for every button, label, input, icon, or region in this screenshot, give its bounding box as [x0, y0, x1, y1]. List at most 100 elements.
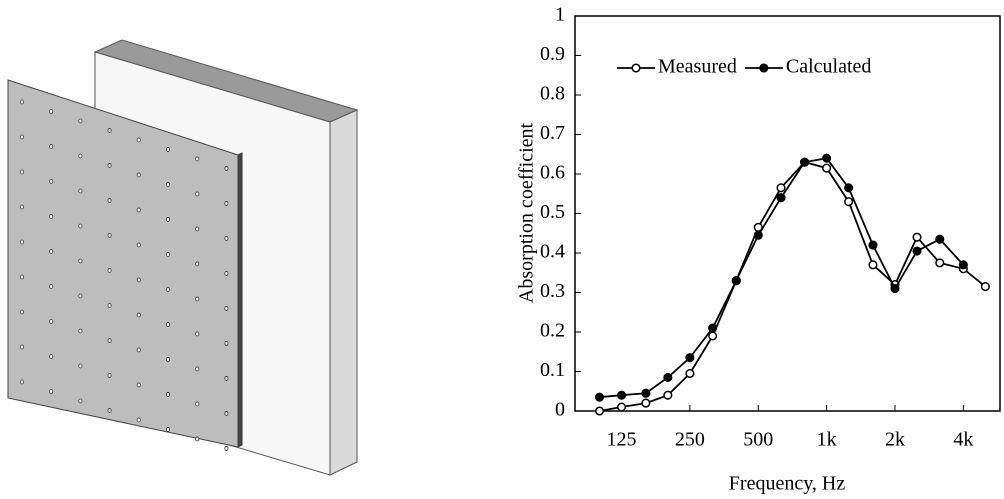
- perforation: [78, 258, 83, 264]
- data-point: [641, 398, 651, 408]
- data-point: [868, 260, 878, 270]
- legend-label: Calculated: [786, 56, 872, 78]
- data-point: [912, 232, 922, 242]
- perforation: [165, 252, 170, 257]
- perforation: [49, 389, 54, 394]
- perforation: [78, 223, 83, 229]
- panel-edge: [237, 152, 243, 448]
- y-tick-label: 0.1: [540, 359, 565, 381]
- perforation: [78, 153, 83, 159]
- perforations: [19, 99, 229, 451]
- perforation: [165, 322, 170, 327]
- series-line: [599, 161, 986, 412]
- data-point: [822, 153, 832, 163]
- data-point: [731, 276, 741, 286]
- data-point: [800, 157, 810, 167]
- perforation: [224, 411, 229, 416]
- y-tick-label: 0.4: [540, 241, 565, 263]
- perforation: [78, 328, 83, 334]
- data-point: [912, 246, 922, 256]
- perforation: [19, 169, 24, 175]
- y-axis-label: Absorption coefficient: [516, 122, 538, 303]
- data-point: [708, 331, 718, 341]
- perforation: [19, 99, 24, 105]
- perforation: [136, 137, 141, 143]
- perforation: [107, 268, 112, 273]
- perforation: [49, 354, 54, 359]
- legend-label: Measured: [658, 56, 737, 78]
- x-tick-label: 2k: [885, 429, 905, 451]
- data-point: [776, 183, 786, 193]
- perforation: [224, 376, 229, 381]
- perforation: [165, 182, 170, 187]
- data-point: [935, 234, 945, 244]
- perforation: [19, 204, 24, 210]
- data-point: [594, 406, 605, 416]
- perforation: [78, 363, 83, 369]
- perforation: [107, 233, 112, 238]
- perforation: [136, 277, 141, 283]
- perforation: [107, 198, 112, 203]
- perforation: [49, 179, 54, 184]
- y-tick-label: 0.9: [540, 43, 565, 65]
- perforation: [19, 134, 24, 140]
- perforation: [136, 347, 141, 353]
- data-point: [935, 258, 945, 268]
- perforation: [195, 401, 200, 407]
- data-point: [616, 390, 627, 400]
- perforation: [136, 382, 141, 388]
- perforation: [107, 408, 112, 413]
- legend-marker: [759, 63, 769, 73]
- block-side: [329, 109, 358, 476]
- y-tick-label: 0.6: [540, 162, 565, 184]
- y-tick-label: 1: [555, 4, 565, 26]
- data-point: [844, 183, 854, 193]
- perforation: [136, 242, 141, 248]
- y-tick-label: 0.8: [540, 83, 565, 105]
- x-tick-label: 125: [607, 429, 637, 451]
- perforation: [107, 373, 112, 378]
- perforation: [19, 379, 24, 385]
- perforation: [49, 284, 54, 289]
- data-point: [822, 163, 832, 173]
- perforated-panel: [7, 79, 239, 448]
- x-tick-label: 1k: [817, 429, 837, 451]
- perforation: [195, 436, 200, 442]
- perforation: [78, 398, 83, 404]
- y-tick-label: 0.3: [540, 280, 565, 302]
- perforation: [165, 147, 170, 152]
- perforation: [49, 249, 54, 254]
- perforation: [224, 166, 229, 171]
- perforation: [165, 427, 170, 432]
- data-point: [776, 193, 786, 203]
- absorber-diagram: [7, 39, 359, 476]
- y-tick-label: 0: [555, 399, 565, 421]
- perforation: [19, 239, 24, 245]
- perforation: [107, 303, 112, 308]
- perforation: [49, 109, 54, 114]
- y-tick-label: 0.7: [540, 122, 565, 144]
- data-point: [708, 323, 718, 333]
- data-point: [663, 390, 673, 400]
- x-tick-label: 4k: [953, 429, 973, 451]
- data-point: [685, 353, 695, 363]
- perforation: [195, 156, 200, 162]
- perforation: [224, 306, 229, 311]
- x-tick-label: 500: [743, 429, 773, 451]
- perforation: [195, 261, 200, 267]
- perforation: [19, 274, 24, 280]
- perforation: [224, 446, 229, 451]
- data-point: [641, 388, 651, 398]
- data-point: [663, 372, 673, 382]
- perforation: [195, 331, 200, 337]
- x-axis-label: Frequency, Hz: [729, 473, 846, 495]
- perforation: [195, 191, 200, 197]
- perforation: [78, 293, 83, 299]
- perforation: [136, 207, 141, 213]
- perforation: [224, 341, 229, 346]
- data-point: [685, 368, 695, 379]
- data-point: [616, 402, 627, 412]
- data-point: [980, 282, 990, 292]
- perforation: [136, 312, 141, 318]
- perforation: [165, 357, 170, 362]
